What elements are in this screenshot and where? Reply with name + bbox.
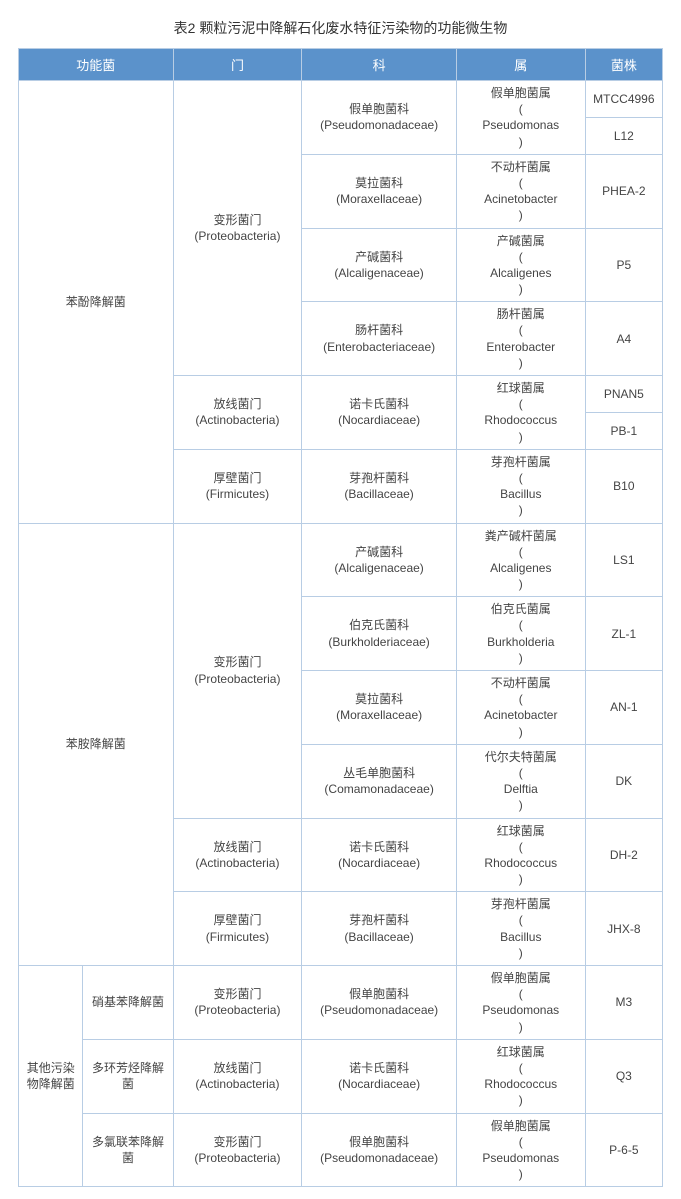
family-cell: 假单胞菌科(Pseudomonadaceae) (302, 81, 457, 155)
phylum-cell: 放线菌门(Actinobacteria) (173, 818, 302, 892)
strain-cell: PNAN5 (585, 376, 662, 413)
phylum-cell: 变形菌门(Proteobacteria) (173, 966, 302, 1040)
family-cell: 产碱菌科(Alcaligenaceae) (302, 228, 457, 302)
phylum-cell: 放线菌门(Actinobacteria) (173, 376, 302, 450)
strain-cell: JHX-8 (585, 892, 662, 966)
genus-cell: 芽孢杆菌属(Bacillus) (456, 892, 585, 966)
family-cell: 诺卡氏菌科(Nocardiaceae) (302, 376, 457, 450)
phylum-cell: 变形菌门(Proteobacteria) (173, 81, 302, 376)
strain-cell: L12 (585, 117, 662, 154)
strain-cell: MTCC4996 (585, 81, 662, 118)
strain-cell: P-6-5 (585, 1113, 662, 1187)
strain-cell: M3 (585, 966, 662, 1040)
family-cell: 产碱菌科(Alcaligenaceae) (302, 523, 457, 597)
genus-cell: 红球菌属(Rhodococcus) (456, 376, 585, 450)
genus-cell: 粪产碱杆菌属(Alcaligenes) (456, 523, 585, 597)
strain-cell: B10 (585, 449, 662, 523)
family-cell: 肠杆菌科(Enterobacteriaceae) (302, 302, 457, 376)
family-cell: 伯克氏菌科(Burkholderiaceae) (302, 597, 457, 671)
family-cell: 丛毛单胞菌科(Comamonadaceae) (302, 744, 457, 818)
strain-cell: DK (585, 744, 662, 818)
table-caption: 表2 颗粒污泥中降解石化废水特征污染物的功能微生物 (18, 18, 663, 38)
strain-cell: P5 (585, 228, 662, 302)
table-row: 其他污染物降解菌 硝基苯降解菌 变形菌门(Proteobacteria) 假单胞… (19, 966, 663, 1040)
family-cell: 莫拉菌科(Moraxellaceae) (302, 671, 457, 745)
table-row: 多氯联苯降解菌 变形菌门(Proteobacteria) 假单胞菌科(Pseud… (19, 1113, 663, 1187)
genus-cell: 假单胞菌属(Pseudomonas) (456, 1113, 585, 1187)
subgroup-pah: 多环芳烃降解菌 (83, 1039, 173, 1113)
family-cell: 诺卡氏菌科(Nocardiaceae) (302, 1039, 457, 1113)
col-strain: 菌株 (585, 49, 662, 81)
genus-cell: 红球菌属(Rhodococcus) (456, 818, 585, 892)
genus-cell: 红球菌属(Rhodococcus) (456, 1039, 585, 1113)
phylum-cell: 厚壁菌门(Firmicutes) (173, 892, 302, 966)
phylum-cell: 变形菌门(Proteobacteria) (173, 1113, 302, 1187)
genus-cell: 产碱菌属(Alcaligenes) (456, 228, 585, 302)
col-family: 科 (302, 49, 457, 81)
group-aniline: 苯胺降解菌 (19, 523, 174, 966)
table-row: 苯酚降解菌 变形菌门(Proteobacteria) 假单胞菌科(Pseudom… (19, 81, 663, 118)
genus-cell: 不动杆菌属(Acinetobacter) (456, 154, 585, 228)
table-header-row: 功能菌 门 科 属 菌株 (19, 49, 663, 81)
col-phylum: 门 (173, 49, 302, 81)
col-genus: 属 (456, 49, 585, 81)
family-cell: 假单胞菌科(Pseudomonadaceae) (302, 1113, 457, 1187)
genus-cell: 芽孢杆菌属(Bacillus) (456, 449, 585, 523)
genus-cell: 代尔夫特菌属(Delftia) (456, 744, 585, 818)
phylum-cell: 放线菌门(Actinobacteria) (173, 1039, 302, 1113)
group-other: 其他污染物降解菌 (19, 966, 83, 1187)
strain-cell: AN-1 (585, 671, 662, 745)
strain-cell: PHEA-2 (585, 154, 662, 228)
family-cell: 假单胞菌科(Pseudomonadaceae) (302, 966, 457, 1040)
strain-cell: PB-1 (585, 412, 662, 449)
genus-cell: 不动杆菌属(Acinetobacter) (456, 671, 585, 745)
subgroup-nitrobenzene: 硝基苯降解菌 (83, 966, 173, 1040)
family-cell: 莫拉菌科(Moraxellaceae) (302, 154, 457, 228)
family-cell: 芽孢杆菌科(Bacillaceae) (302, 892, 457, 966)
phylum-cell: 变形菌门(Proteobacteria) (173, 523, 302, 818)
strain-cell: LS1 (585, 523, 662, 597)
strain-cell: Q3 (585, 1039, 662, 1113)
genus-cell: 假单胞菌属(Pseudomonas) (456, 81, 585, 155)
subgroup-pcb: 多氯联苯降解菌 (83, 1113, 173, 1187)
table-row: 苯胺降解菌 变形菌门(Proteobacteria) 产碱菌科(Alcalige… (19, 523, 663, 597)
genus-cell: 伯克氏菌属(Burkholderia) (456, 597, 585, 671)
genus-cell: 肠杆菌属(Enterobacter) (456, 302, 585, 376)
strain-cell: ZL-1 (585, 597, 662, 671)
phylum-cell: 厚壁菌门(Firmicutes) (173, 449, 302, 523)
microorganism-table: 功能菌 门 科 属 菌株 苯酚降解菌 变形菌门(Proteobacteria) … (18, 48, 663, 1187)
strain-cell: DH-2 (585, 818, 662, 892)
table-row: 多环芳烃降解菌 放线菌门(Actinobacteria) 诺卡氏菌科(Nocar… (19, 1039, 663, 1113)
family-cell: 诺卡氏菌科(Nocardiaceae) (302, 818, 457, 892)
genus-cell: 假单胞菌属(Pseudomonas) (456, 966, 585, 1040)
family-cell: 芽孢杆菌科(Bacillaceae) (302, 449, 457, 523)
group-phenol: 苯酚降解菌 (19, 81, 174, 524)
strain-cell: A4 (585, 302, 662, 376)
col-func: 功能菌 (19, 49, 174, 81)
